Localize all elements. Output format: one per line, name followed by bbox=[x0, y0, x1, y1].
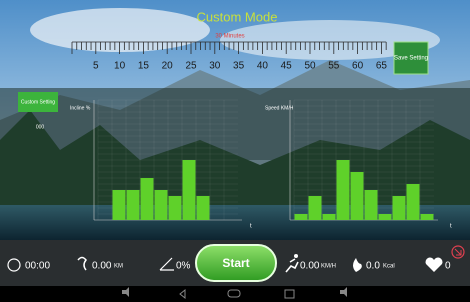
bar bbox=[393, 196, 406, 220]
ruler-label: 30 bbox=[209, 61, 221, 72]
bar bbox=[295, 214, 308, 220]
screen: Custom Mode 30 Minutes 5 10 15 20 25 30 35 40 45… bbox=[0, 0, 470, 302]
calories: 0.0 bbox=[366, 261, 380, 272]
ruler-label: 35 bbox=[233, 61, 245, 72]
bar bbox=[127, 190, 140, 220]
distance: 0.00 bbox=[92, 261, 112, 272]
ruler-label: 45 bbox=[281, 61, 293, 72]
subtitle: 30 Minutes bbox=[215, 34, 244, 40]
incline-status: 0% bbox=[176, 261, 191, 272]
ruler-label: 60 bbox=[352, 61, 364, 72]
ruler-label: 50 bbox=[304, 61, 316, 72]
distance-unit: KM bbox=[114, 264, 123, 270]
bar bbox=[337, 160, 350, 220]
ruler-label: 20 bbox=[162, 61, 174, 72]
ruler-label: 40 bbox=[257, 61, 269, 72]
bar bbox=[113, 190, 126, 220]
bar bbox=[365, 190, 378, 220]
time: 00:00 bbox=[25, 261, 50, 272]
title: Custom Mode bbox=[197, 9, 278, 24]
ruler-label: 10 bbox=[114, 61, 126, 72]
nav-bar bbox=[0, 286, 470, 302]
speed-unit: KM/H bbox=[321, 264, 336, 270]
bar bbox=[309, 196, 322, 220]
speed-label: Speed KM/H bbox=[265, 105, 294, 111]
bar bbox=[169, 196, 182, 220]
bar bbox=[183, 160, 196, 220]
calories-unit: Kcal bbox=[383, 264, 395, 270]
bar bbox=[155, 190, 168, 220]
bar bbox=[351, 172, 364, 220]
incline-label: Incline % bbox=[70, 105, 91, 111]
bar bbox=[197, 196, 210, 220]
bar bbox=[407, 184, 420, 220]
bar bbox=[421, 214, 434, 220]
page: Custom Mode 30 Minutes 5 10 15 20 25 30 35 40 45… bbox=[0, 0, 470, 302]
bar bbox=[379, 214, 392, 220]
speed-icon-head bbox=[294, 254, 298, 258]
save-button-label[interactable]: Save Setting bbox=[394, 56, 428, 62]
custom-setting-label[interactable]: Custom Setting bbox=[21, 99, 55, 105]
heart-rate: 0 bbox=[445, 261, 451, 272]
ruler-label: 25 bbox=[185, 61, 197, 72]
ruler-label: 5 bbox=[93, 61, 99, 72]
speed-status: 0.00 bbox=[300, 261, 320, 272]
start-button-label[interactable]: Start bbox=[222, 256, 249, 270]
ruler-label: 65 bbox=[376, 61, 388, 72]
ruler-label: 15 bbox=[138, 61, 150, 72]
setting-value: 000 bbox=[36, 124, 45, 130]
bar bbox=[141, 178, 154, 220]
ruler-label: 55 bbox=[328, 61, 340, 72]
bar bbox=[323, 214, 336, 220]
